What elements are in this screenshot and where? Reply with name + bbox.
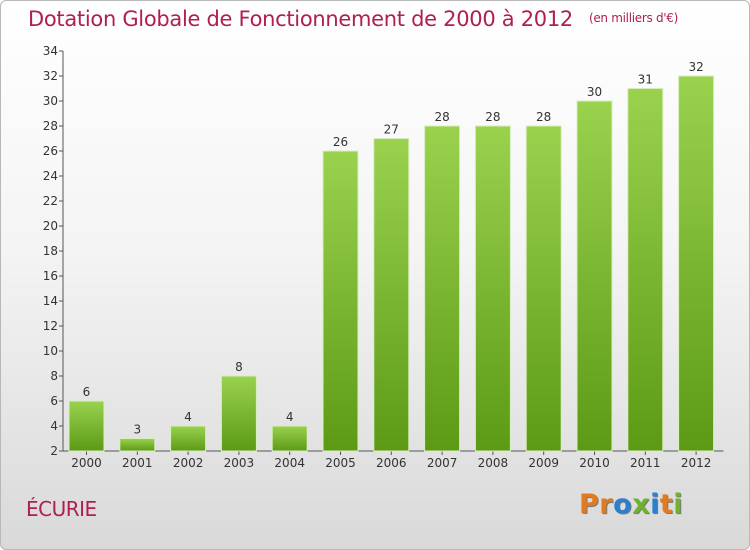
x-tick-label: 2007 (427, 456, 458, 470)
bar-value-label: 27 (384, 123, 399, 137)
y-tick-label: 34 (43, 44, 58, 58)
bar-value-label: 6 (83, 385, 91, 399)
y-tick-label: 16 (43, 269, 58, 283)
y-tick-label: 18 (43, 244, 58, 258)
chart-title: Dotation Globale de Fonctionnement de 20… (28, 7, 678, 31)
logo-letter: o (613, 489, 633, 520)
bar (525, 125, 562, 452)
bar (627, 88, 664, 452)
x-tick-label: 2003 (224, 456, 255, 470)
logo-letter: t (659, 489, 674, 520)
x-tick-label: 2000 (71, 456, 102, 470)
bar (678, 75, 715, 452)
bar (271, 425, 308, 452)
bar (220, 375, 257, 452)
bar-value-label: 30 (587, 85, 602, 99)
logo-letter: P (579, 489, 600, 520)
bar (119, 438, 156, 452)
logo-letter: i (650, 489, 660, 520)
bar-value-label: 28 (485, 110, 500, 124)
bar (322, 150, 359, 452)
y-tick-label: 8 (50, 369, 58, 383)
bar-value-label: 28 (434, 110, 449, 124)
logo-letter: i (673, 489, 684, 520)
x-tick-label: 2012 (681, 456, 712, 470)
y-tick-label: 32 (43, 69, 58, 83)
bars-group (68, 75, 715, 452)
x-tick-label: 2004 (274, 456, 305, 470)
bar (576, 100, 613, 452)
bar (170, 425, 207, 452)
y-tick-label: 10 (43, 344, 58, 358)
y-tick-label: 4 (50, 419, 58, 433)
y-tick-label: 22 (43, 194, 58, 208)
bar-value-label: 26 (333, 135, 348, 149)
chart-title-main: Dotation Globale de Fonctionnement de 20… (28, 7, 573, 31)
y-tick-label: 26 (43, 144, 58, 158)
x-tick-label: 2009 (528, 456, 559, 470)
y-tick-label: 14 (43, 294, 58, 308)
commune-name: ÉCURIE (26, 497, 97, 521)
bar-value-label: 31 (638, 73, 653, 87)
y-tick-label: 30 (43, 94, 58, 108)
chart-title-unit: (en milliers d'€) (588, 11, 678, 25)
bar (68, 400, 105, 452)
y-tick-label: 2 (50, 444, 58, 458)
bar-value-label: 8 (235, 360, 243, 374)
x-tick-label: 2008 (478, 456, 509, 470)
bar-value-label: 28 (536, 110, 551, 124)
proxiti-logo[interactable]: Proxiti (579, 489, 683, 520)
bar-value-label: 4 (184, 410, 192, 424)
y-tick-label: 6 (50, 394, 58, 408)
y-tick-label: 28 (43, 119, 58, 133)
x-tick-label: 2005 (325, 456, 356, 470)
x-tick-label: 2006 (376, 456, 407, 470)
value-labels-group: 6 3 4 8 4 26 27 28 28 28 30 31 32 (83, 60, 704, 437)
x-tick-label: 2010 (579, 456, 610, 470)
x-tick-label: 2011 (630, 456, 661, 470)
bar-value-label: 32 (688, 60, 703, 74)
bar (373, 138, 410, 452)
bar (424, 125, 461, 452)
x-axis: 2000 2001 2002 2003 2004 2005 2006 2007 2008 2009… (63, 450, 724, 470)
x-tick-label: 2001 (122, 456, 153, 470)
bar-value-label: 3 (133, 423, 141, 437)
bar-value-label: 4 (286, 410, 294, 424)
y-tick-label: 20 (43, 219, 58, 233)
logo-letter: r (599, 489, 614, 520)
y-tick-label: 12 (43, 319, 58, 333)
logo-letter: x (632, 489, 651, 520)
bar (474, 125, 511, 452)
y-tick-label: 24 (43, 169, 58, 183)
x-tick-label: 2002 (173, 456, 204, 470)
